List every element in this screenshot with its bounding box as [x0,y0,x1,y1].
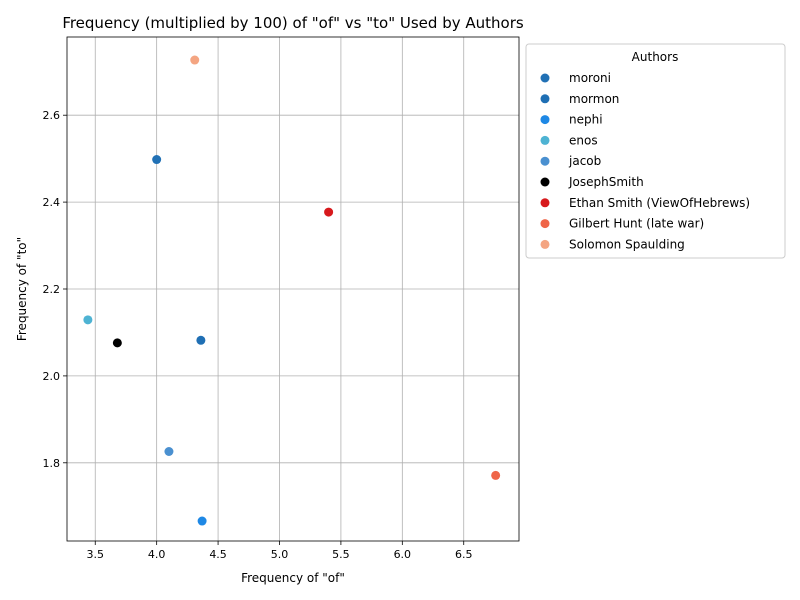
data-points [83,55,501,526]
x-tick-label: 6.0 [394,548,412,561]
y-tick-label: 2.4 [43,196,61,209]
legend-marker [540,115,550,125]
legend-label: Solomon Spaulding [569,237,685,251]
x-axis-ticks: 3.5 4.0 4.5 5.0 5.5 6.0 6.5 [87,541,473,561]
x-tick-label: 4.5 [209,548,227,561]
y-axis-label: Frequency of "to" [15,237,29,341]
x-tick-label: 3.5 [87,548,105,561]
legend-items: moroni mormon nephi enos jacob JosephSmith Eth… [540,71,750,251]
data-point [190,55,200,65]
legend-title: Authors [632,50,679,64]
y-axis-ticks: 1.8 2.0 2.2 2.4 2.6 [43,109,67,470]
data-point [152,155,162,165]
x-tick-label: 6.5 [455,548,473,561]
data-point [324,207,334,217]
legend-label: enos [569,133,598,147]
legend-marker [540,94,550,104]
legend-marker [540,135,550,145]
y-tick-label: 1.8 [43,457,61,470]
y-tick-label: 2.2 [43,283,61,296]
legend-label: mormon [569,92,619,106]
legend-frame [525,43,786,259]
x-tick-label: 4.0 [148,548,166,561]
x-tick-label: 5.5 [332,548,350,561]
x-tick-label: 5.0 [271,548,289,561]
data-point [83,315,93,325]
grid-lines [67,37,519,541]
y-tick-label: 2.0 [43,370,61,383]
legend-label: JosephSmith [568,175,644,189]
legend-marker [540,198,550,208]
legend-marker [540,239,550,249]
legend-label: Ethan Smith (ViewOfHebrews) [569,196,750,210]
legend-marker [540,73,550,83]
legend-label: jacob [568,154,601,168]
legend-marker [540,156,550,166]
data-point [491,470,501,480]
legend: Authors moroni mormon nephi enos jacob Joseph… [525,43,786,259]
legend-label: Gilbert Hunt (late war) [569,217,704,231]
legend-marker [540,177,550,187]
x-axis-label: Frequency of "of" [241,571,345,585]
data-point [164,446,174,456]
y-tick-label: 2.6 [43,109,61,122]
legend-marker [540,219,550,229]
legend-label: nephi [569,113,603,127]
data-point [112,338,122,348]
chart-title: Frequency (multiplied by 100) of "of" vs… [62,14,524,32]
data-point [197,516,207,526]
legend-label: moroni [569,71,611,85]
data-point [196,335,206,345]
